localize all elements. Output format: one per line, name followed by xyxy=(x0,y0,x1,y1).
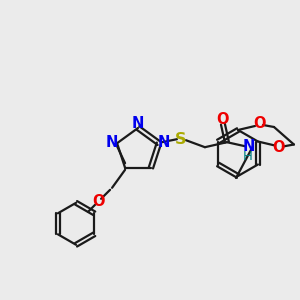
Text: S: S xyxy=(175,132,187,147)
Text: H: H xyxy=(243,150,253,163)
Text: N: N xyxy=(132,116,144,131)
Text: O: O xyxy=(92,194,104,209)
Text: N: N xyxy=(243,139,255,154)
Text: O: O xyxy=(217,112,229,127)
Text: O: O xyxy=(253,116,265,131)
Text: N: N xyxy=(158,135,170,150)
Text: O: O xyxy=(273,140,285,155)
Text: N: N xyxy=(106,135,118,150)
